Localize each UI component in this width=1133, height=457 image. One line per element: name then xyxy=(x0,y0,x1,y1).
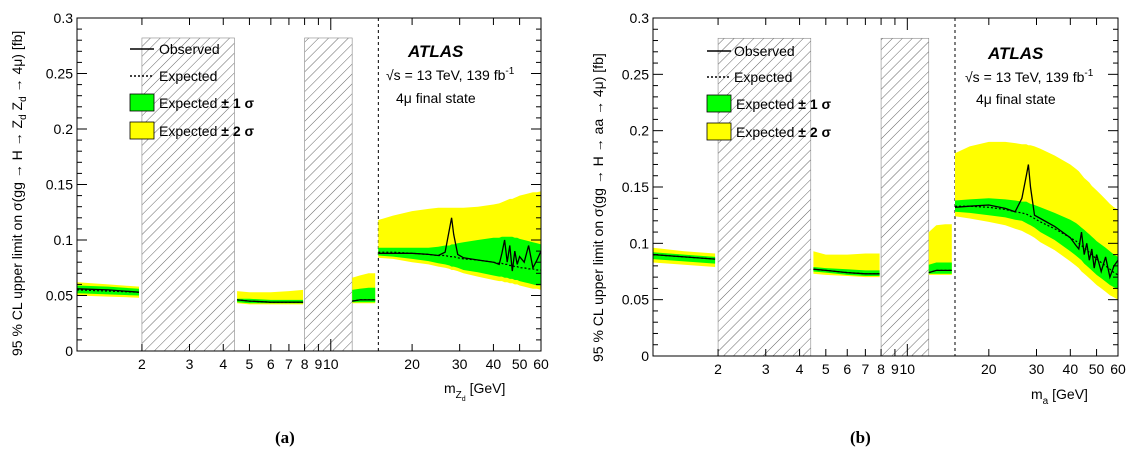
y-tick-label: 0.2 xyxy=(630,123,650,139)
excluded-region-hatch xyxy=(717,37,812,357)
x-tick-label: 10 xyxy=(323,356,339,372)
y-tick-label: 0.3 xyxy=(630,10,650,26)
x-tick-label: 30 xyxy=(1029,361,1045,377)
expected-limit-line xyxy=(955,205,1118,276)
y-tick-label: 0.1 xyxy=(630,235,650,251)
x-tick-label: 20 xyxy=(981,361,997,377)
x-tick-label: 7 xyxy=(861,361,869,377)
observed-limit-line xyxy=(352,299,376,302)
y-axis: 0 0.05 0.1 0.15 0.2 0.25 0.3 xyxy=(622,10,1118,364)
panel-label-b: (b) xyxy=(850,428,871,447)
x-axis: 2 3 4 5 6 7 8 9 10 20 30 40 50 60 xyxy=(138,18,549,372)
y-tick-label: 0.15 xyxy=(622,179,649,195)
legend-band1-swatch xyxy=(129,93,155,112)
final-state-label: 4μ final state xyxy=(396,90,476,106)
x-tick-label: 40 xyxy=(1063,361,1079,377)
x-axis: 2 3 4 5 6 7 8 9 10 20 30 40 50 60 xyxy=(714,18,1126,377)
x-tick-label: 30 xyxy=(452,356,468,372)
x-tick-label: 7 xyxy=(285,356,293,372)
legend-observed-label: Observed xyxy=(734,43,795,59)
x-axis-label: mZd [GeV] xyxy=(444,380,505,403)
y-tick-label: 0.15 xyxy=(46,177,73,193)
x-tick-label: 6 xyxy=(843,361,851,377)
legend-band1-swatch xyxy=(706,94,732,113)
legend-band2-swatch xyxy=(129,121,155,140)
legend-band1-label: Expected ± 1 σ xyxy=(159,95,255,111)
y-axis: 0 0.05 0.1 0.15 0.2 0.25 0.3 xyxy=(46,10,541,359)
expected-1sigma-band xyxy=(352,287,376,303)
y-tick-label: 0.05 xyxy=(46,288,73,304)
legend-band2-swatch xyxy=(706,122,732,141)
x-axis-label: ma [GeV] xyxy=(1031,386,1088,407)
x-tick-label: 5 xyxy=(822,361,830,377)
legend-band1-label: Expected ± 1 σ xyxy=(736,96,832,112)
x-tick-label: 50 xyxy=(1089,361,1105,377)
x-tick-label: 9 xyxy=(315,356,323,372)
x-tick-label: 3 xyxy=(186,356,194,372)
energy-label: √s = 13 TeV, 139 fb-1 xyxy=(386,66,515,83)
legend-band2-label: Expected ± 2 σ xyxy=(736,124,832,140)
x-tick-label: 5 xyxy=(246,356,254,372)
x-tick-label: 2 xyxy=(714,361,722,377)
observed-limit-line xyxy=(954,164,1118,280)
x-tick-label: 3 xyxy=(762,361,770,377)
observed-limit-line xyxy=(653,253,716,260)
x-tick-label: 8 xyxy=(877,361,885,377)
atlas-label: ATLAS xyxy=(407,42,464,61)
x-tick-label: 60 xyxy=(533,356,549,372)
x-tick-label: 20 xyxy=(404,356,420,372)
atlas-label: ATLAS xyxy=(987,44,1044,63)
excluded-regions xyxy=(141,18,379,352)
legend-observed-label: Observed xyxy=(159,41,220,57)
observed-limit-line xyxy=(928,269,952,274)
observed-limit-line xyxy=(813,268,880,275)
excluded-region-hatch xyxy=(880,37,930,357)
y-tick-label: 0.1 xyxy=(54,232,74,248)
y-tick-label: 0.25 xyxy=(46,66,73,82)
y-tick-label: 0.2 xyxy=(54,121,74,137)
expected-2sigma-band xyxy=(928,224,952,275)
x-tick-label: 6 xyxy=(267,356,275,372)
limit-lines xyxy=(77,217,541,303)
legend: Observed Expected Expected ± 1 σ Expecte… xyxy=(706,43,832,141)
expected-1sigma-band xyxy=(378,236,541,286)
excluded-region-hatch xyxy=(141,37,235,352)
x-tick-label: 50 xyxy=(512,356,528,372)
observed-limit-line xyxy=(237,299,304,303)
y-tick-label: 0 xyxy=(641,348,649,364)
final-state-label: 4μ final state xyxy=(976,91,1056,107)
x-tick-label: 8 xyxy=(301,356,309,372)
energy-label: √s = 13 TeV, 139 fb-1 xyxy=(965,68,1094,85)
x-tick-label: 2 xyxy=(138,356,146,372)
excluded-regions xyxy=(717,18,956,357)
y-axis-label: 95 % CL upper limit on σ(gg → H → aa → 4… xyxy=(590,53,606,362)
chart-panel-a: 0 0.05 0.1 0.15 0.2 0.25 0.3 2 3 4 5 6 7 8 9 10 20 30 40 5… xyxy=(9,10,549,447)
x-tick-label: 4 xyxy=(219,356,227,372)
limit-lines xyxy=(653,164,1118,280)
x-tick-label: 60 xyxy=(1110,361,1126,377)
y-tick-label: 0 xyxy=(65,343,73,359)
legend-expected-label: Expected xyxy=(159,68,217,84)
legend: Observed Expected Expected ± 1 σ Expecte… xyxy=(129,41,255,140)
legend-band2-label: Expected ± 2 σ xyxy=(159,123,255,139)
x-tick-label: 9 xyxy=(891,361,899,377)
x-tick-label: 40 xyxy=(486,356,502,372)
panel-label-a: (a) xyxy=(275,428,295,447)
observed-limit-line xyxy=(378,217,541,272)
y-axis-label: 95 % CL upper limit on σ(gg → H → Zd Zd … xyxy=(9,31,29,356)
observed-limit-line xyxy=(77,288,140,293)
x-tick-label: 10 xyxy=(900,361,916,377)
legend-expected-label: Expected xyxy=(734,69,792,85)
y-tick-label: 0.3 xyxy=(54,10,74,26)
excluded-region-hatch xyxy=(304,37,353,352)
y-tick-label: 0.25 xyxy=(622,66,649,82)
y-tick-label: 0.05 xyxy=(622,292,649,308)
chart-panel-b: 0 0.05 0.1 0.15 0.2 0.25 0.3 2 3 4 5 6 7 8 9 10 20 30 40 5… xyxy=(590,10,1126,447)
x-tick-label: 4 xyxy=(796,361,804,377)
